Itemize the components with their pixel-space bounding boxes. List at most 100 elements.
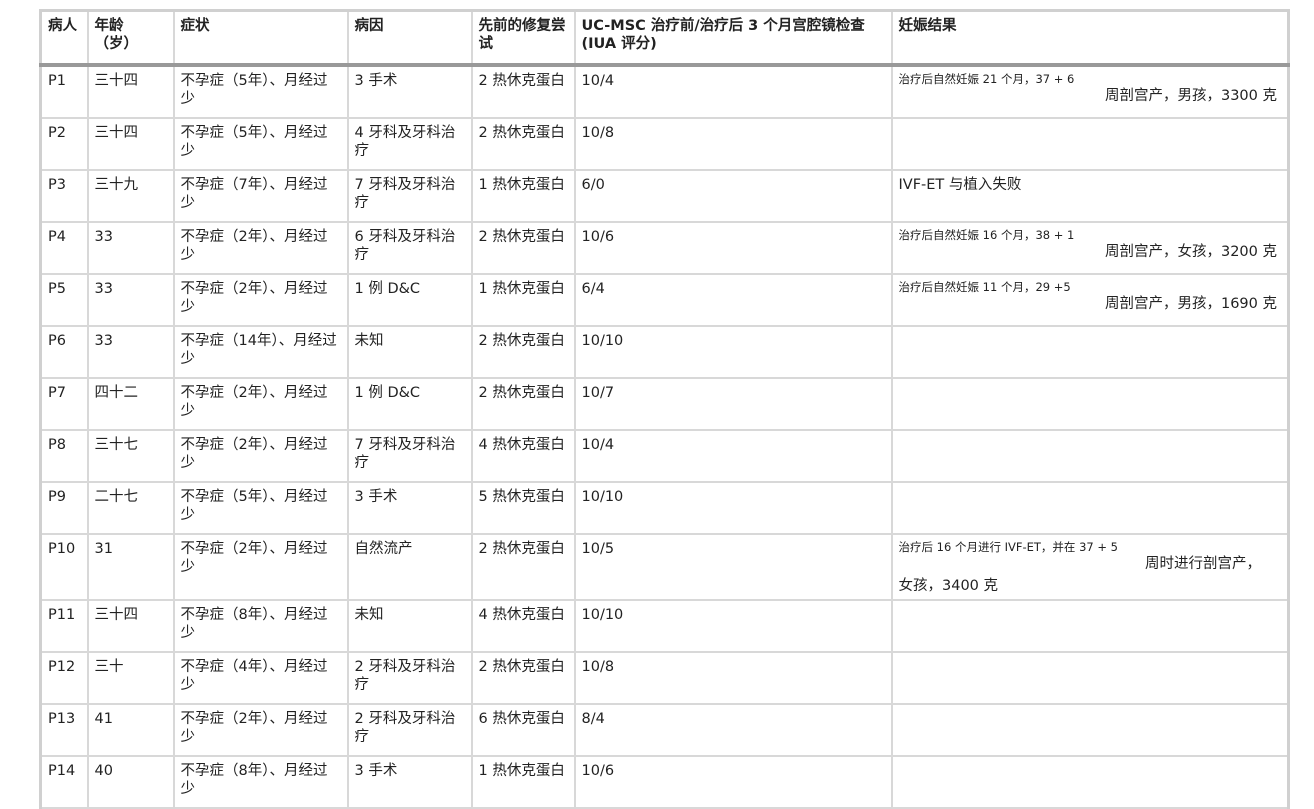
cell-etiology: 3 手术 bbox=[346, 481, 473, 535]
cell-patient: P8 bbox=[39, 429, 89, 483]
cell-iua-score: 10/5 bbox=[573, 533, 893, 601]
cell-symptoms: 不孕症（5年）、月经过少 bbox=[172, 117, 349, 171]
cell-patient: P10 bbox=[39, 533, 89, 601]
cell-symptoms: 不孕症（2年）、月经过少 bbox=[172, 533, 349, 601]
cell-age: 33 bbox=[86, 221, 175, 275]
cell-pregnancy-outcome: IVF-ET 与植入失败 bbox=[890, 169, 1290, 223]
table-row: P14 40 不孕症（8年）、月经过少 3 手术 1 热休克蛋白 10/6 bbox=[39, 755, 1290, 809]
cell-pregnancy-outcome bbox=[890, 703, 1290, 757]
cell-iua-score: 10/10 bbox=[573, 481, 893, 535]
cell-age: 三十 bbox=[86, 651, 175, 705]
table-row: P13 41 不孕症（2年）、月经过少 2 牙科及牙科治疗 6 热休克蛋白 8/4 bbox=[39, 703, 1290, 757]
cell-prior-attempts: 1 热休克蛋白 bbox=[470, 169, 576, 223]
cell-symptoms: 不孕症（5年）、月经过少 bbox=[172, 64, 349, 119]
outcome-text: 女孩，3400 克 bbox=[898, 578, 999, 594]
cell-age: 33 bbox=[86, 273, 175, 327]
cell-age: 三十七 bbox=[86, 429, 175, 483]
table-row: P9 二十七 不孕症（5年）、月经过少 3 手术 5 热休克蛋白 10/10 bbox=[39, 481, 1290, 535]
cell-age: 三十四 bbox=[86, 117, 175, 171]
cell-patient: P2 bbox=[39, 117, 89, 171]
cell-iua-score: 10/8 bbox=[573, 651, 893, 705]
cell-etiology: 7 牙科及牙科治疗 bbox=[346, 169, 473, 223]
cell-prior-attempts: 2 热休克蛋白 bbox=[470, 117, 576, 171]
patient-table: 病人 年龄 （岁） 症状 病因 先前的修复尝试 UC-MSC 治疗前/治疗后 3 … bbox=[39, 9, 1290, 809]
table-row: P1 三十四 不孕症（5年）、月经过少 3 手术 2 热休克蛋白 10/4 治疗后自然妊娠 … bbox=[39, 64, 1290, 119]
cell-prior-attempts: 2 热休克蛋白 bbox=[470, 64, 576, 119]
cell-iua-score: 10/10 bbox=[573, 325, 893, 379]
cell-age: 33 bbox=[86, 325, 175, 379]
header-age-label: 年龄 bbox=[94, 18, 124, 34]
cell-iua-score: 8/4 bbox=[573, 703, 893, 757]
cell-iua-score: 6/4 bbox=[573, 273, 893, 327]
cell-iua-score: 10/6 bbox=[573, 755, 893, 809]
cell-age: 三十九 bbox=[86, 169, 175, 223]
cell-patient: P12 bbox=[39, 651, 89, 705]
table-row: P3 三十九 不孕症（7年）、月经过少 7 牙科及牙科治疗 1 热休克蛋白 6/0 IVF-… bbox=[39, 169, 1290, 223]
cell-etiology: 6 牙科及牙科治疗 bbox=[346, 221, 473, 275]
header-etiology: 病因 bbox=[346, 9, 473, 67]
outcome-text: 周剖宫产，男孩，3300 克 bbox=[1104, 88, 1277, 104]
outcome-text: 周剖宫产，女孩，3200 克 bbox=[1104, 244, 1277, 260]
cell-patient: P9 bbox=[39, 481, 89, 535]
cell-iua-score: 10/7 bbox=[573, 377, 893, 431]
cell-age: 四十二 bbox=[86, 377, 175, 431]
cell-prior-attempts: 2 热休克蛋白 bbox=[470, 377, 576, 431]
cell-symptoms: 不孕症（4年）、月经过少 bbox=[172, 651, 349, 705]
cell-pregnancy-outcome bbox=[890, 117, 1290, 171]
cell-age: 二十七 bbox=[86, 481, 175, 535]
cell-symptoms: 不孕症（7年）、月经过少 bbox=[172, 169, 349, 223]
cell-pregnancy-outcome bbox=[890, 325, 1290, 379]
cell-etiology: 自然流产 bbox=[346, 533, 473, 601]
table-row: P11 三十四 不孕症（8年）、月经过少 未知 4 热休克蛋白 10/10 bbox=[39, 599, 1290, 653]
cell-etiology: 1 例 D&C bbox=[346, 273, 473, 327]
cell-pregnancy-outcome bbox=[890, 429, 1290, 483]
cell-patient: P7 bbox=[39, 377, 89, 431]
cell-symptoms: 不孕症（2年）、月经过少 bbox=[172, 221, 349, 275]
outcome-text: 治疗后自然妊娠 21 个月，37 + 6 bbox=[898, 72, 1075, 86]
header-prior-attempts: 先前的修复尝试 bbox=[470, 9, 576, 67]
cell-etiology: 未知 bbox=[346, 599, 473, 653]
cell-patient: P6 bbox=[39, 325, 89, 379]
table-row: P4 33 不孕症（2年）、月经过少 6 牙科及牙科治疗 2 热休克蛋白 10/6 治疗后自… bbox=[39, 221, 1290, 275]
cell-pregnancy-outcome: 治疗后自然妊娠 16 个月，38 + 1 周剖宫产，女孩，3200 克 bbox=[890, 221, 1290, 275]
cell-symptoms: 不孕症（2年）、月经过少 bbox=[172, 273, 349, 327]
outcome-text: 周时进行剖宫产， bbox=[1145, 556, 1261, 572]
cell-symptoms: 不孕症（5年）、月经过少 bbox=[172, 481, 349, 535]
cell-iua-score: 10/4 bbox=[573, 64, 893, 119]
cell-prior-attempts: 4 热休克蛋白 bbox=[470, 599, 576, 653]
header-pregnancy-outcome: 妊娠结果 bbox=[890, 9, 1290, 67]
cell-iua-score: 10/10 bbox=[573, 599, 893, 653]
cell-pregnancy-outcome bbox=[890, 481, 1290, 535]
cell-pregnancy-outcome: 治疗后自然妊娠 11 个月，29 +5 周剖宫产，男孩，1690 克 bbox=[890, 273, 1290, 327]
cell-age: 三十四 bbox=[86, 64, 175, 119]
cell-etiology: 7 牙科及牙科治疗 bbox=[346, 429, 473, 483]
cell-symptoms: 不孕症（14年）、月经过少 bbox=[172, 325, 349, 379]
cell-age: 三十四 bbox=[86, 599, 175, 653]
header-symptoms: 症状 bbox=[172, 9, 349, 67]
table-row: P7 四十二 不孕症（2年）、月经过少 1 例 D&C 2 热休克蛋白 10/7 bbox=[39, 377, 1290, 431]
cell-etiology: 1 例 D&C bbox=[346, 377, 473, 431]
cell-age: 40 bbox=[86, 755, 175, 809]
cell-patient: P14 bbox=[39, 755, 89, 809]
table-row: P8 三十七 不孕症（2年）、月经过少 7 牙科及牙科治疗 4 热休克蛋白 10/4 bbox=[39, 429, 1290, 483]
cell-etiology: 2 牙科及牙科治疗 bbox=[346, 651, 473, 705]
cell-prior-attempts: 2 热休克蛋白 bbox=[470, 325, 576, 379]
cell-pregnancy-outcome: 治疗后自然妊娠 21 个月，37 + 6 周剖宫产，男孩，3300 克 bbox=[890, 64, 1290, 119]
cell-symptoms: 不孕症（8年）、月经过少 bbox=[172, 755, 349, 809]
cell-prior-attempts: 6 热休克蛋白 bbox=[470, 703, 576, 757]
header-row: 病人 年龄 （岁） 症状 病因 先前的修复尝试 UC-MSC 治疗前/治疗后 3 … bbox=[39, 9, 1290, 67]
cell-patient: P3 bbox=[39, 169, 89, 223]
cell-patient: P11 bbox=[39, 599, 89, 653]
cell-prior-attempts: 1 热休克蛋白 bbox=[470, 755, 576, 809]
outcome-text: 治疗后 16 个月进行 IVF-ET，并在 37 + 5 bbox=[898, 540, 1118, 554]
cell-symptoms: 不孕症（2年）、月经过少 bbox=[172, 703, 349, 757]
table-row: P12 三十 不孕症（4年）、月经过少 2 牙科及牙科治疗 2 热休克蛋白 10/8 bbox=[39, 651, 1290, 705]
cell-prior-attempts: 5 热休克蛋白 bbox=[470, 481, 576, 535]
cell-etiology: 3 手术 bbox=[346, 64, 473, 119]
cell-prior-attempts: 2 热休克蛋白 bbox=[470, 221, 576, 275]
cell-prior-attempts: 2 热休克蛋白 bbox=[470, 651, 576, 705]
cell-pregnancy-outcome bbox=[890, 651, 1290, 705]
header-patient: 病人 bbox=[39, 9, 89, 67]
cell-symptoms: 不孕症（8年）、月经过少 bbox=[172, 599, 349, 653]
header-age: 年龄 （岁） bbox=[86, 9, 175, 67]
